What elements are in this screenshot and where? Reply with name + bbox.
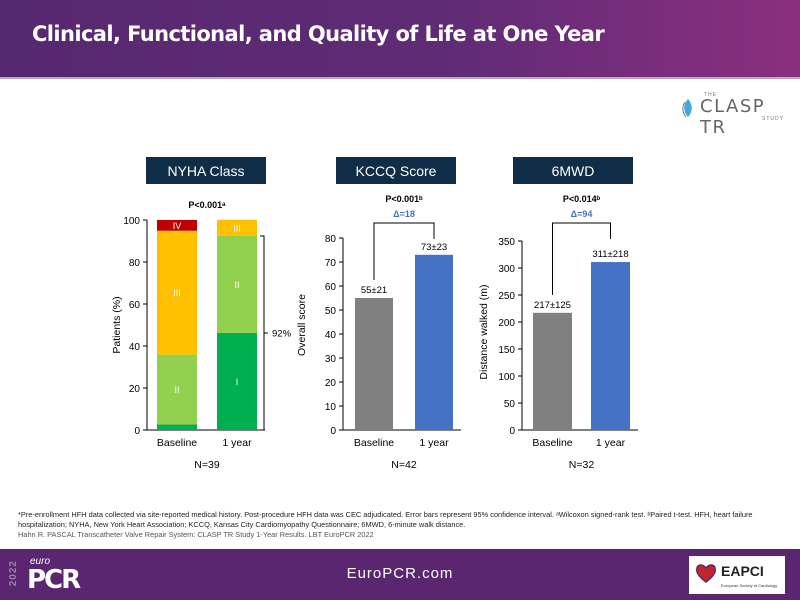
segment-label: II (174, 385, 179, 395)
x-tick-label: 1 year (419, 437, 449, 449)
n-label: N=32 (569, 459, 595, 471)
y-tick-label: 250 (498, 291, 515, 302)
p-value: P<0.001ᵇ (385, 194, 423, 204)
data-label: 217±125 (534, 300, 571, 311)
clasp-the: THE (704, 92, 717, 98)
significance-bracket (552, 222, 611, 295)
bar-segment-III (157, 230, 197, 355)
heart-icon (696, 564, 716, 583)
x-tick-label: 1 year (222, 437, 252, 449)
bar-baseline (533, 312, 572, 430)
y-tick-label: 60 (129, 300, 141, 311)
footnote-text: *Pre-enrollment HFH data collected via s… (18, 510, 753, 529)
slide-title: Clinical, Functional, and Quality of Lif… (32, 22, 605, 46)
significance-bracket (373, 222, 435, 280)
y-tick-label: 100 (123, 216, 140, 227)
segment-label: III (173, 288, 181, 298)
segment-label: II (234, 280, 239, 290)
y-tick-label: 0 (330, 426, 336, 437)
segment-label: I (236, 377, 239, 387)
bar-segment-I (217, 332, 257, 430)
y-tick-label: 10 (325, 402, 337, 413)
n-label: N=39 (194, 459, 220, 471)
delta-label: Δ=94 (571, 209, 593, 219)
y-axis-label: Patients (%) (111, 296, 123, 353)
eapci-logo: EAPCI European Society of Cardiology (689, 556, 785, 594)
y-tick-label: 20 (129, 384, 141, 395)
eapci-name: EAPCI (721, 563, 764, 579)
x-tick-label: Baseline (354, 437, 394, 449)
delta-label: Δ=18 (393, 209, 415, 219)
p-value: P<0.014ᵇ (563, 194, 601, 204)
y-tick-label: 200 (498, 318, 515, 329)
x-tick-label: Baseline (532, 437, 572, 449)
segment-label: IV (173, 221, 182, 231)
y-tick-label: 20 (325, 378, 337, 389)
europcr-euro: euro (30, 556, 51, 567)
y-tick-label: 0 (509, 426, 515, 437)
data-label: 73±23 (421, 242, 447, 253)
y-tick-label: 100 (498, 372, 515, 383)
bracket-annotation: 92% (272, 328, 292, 339)
y-tick-label: 80 (129, 258, 141, 269)
x-tick-label: Baseline (157, 437, 197, 449)
bar-segment-II (157, 354, 197, 425)
y-tick-label: 80 (325, 234, 337, 245)
europcr-logo: PCR (27, 565, 81, 595)
slide-footer (0, 549, 800, 600)
slide-header: Clinical, Functional, and Quality of Lif… (0, 0, 800, 79)
y-tick-label: 0 (134, 426, 140, 437)
y-tick-label: 300 (498, 264, 515, 275)
y-tick-label: 60 (325, 282, 337, 293)
y-tick-label: 150 (498, 345, 515, 356)
y-tick-label: 50 (325, 306, 337, 317)
y-tick-label: 70 (325, 258, 337, 269)
data-label: 311±218 (592, 249, 628, 260)
bar-segment-I (157, 424, 197, 430)
bar-1-year (415, 254, 453, 430)
segment-label: III (233, 223, 241, 233)
clasp-tr-logo: THE CLASP TR STUDY (680, 92, 790, 138)
bracket (260, 235, 268, 431)
y-tick-label: 50 (504, 399, 516, 410)
x-tick-label: 1 year (596, 437, 626, 449)
y-tick-label: 30 (325, 354, 337, 365)
bar-segment-III (217, 219, 257, 236)
bar-1-year (591, 262, 630, 430)
y-tick-label: 40 (325, 330, 337, 341)
6mwd-panel-title: 6MWD (513, 157, 633, 184)
y-axis-label: Distance walked (m) (478, 284, 490, 379)
n-label: N=42 (391, 459, 417, 471)
y-tick-label: 40 (129, 342, 141, 353)
clasp-study: STUDY (762, 116, 784, 122)
eapci-subtitle: European Society of Cardiology (721, 583, 778, 588)
nyha-panel-title: NYHA Class (146, 157, 266, 184)
bar-baseline (355, 298, 393, 430)
y-tick-label: 350 (498, 237, 515, 248)
data-label: 55±21 (361, 285, 387, 296)
clasp-leaf-icon (682, 99, 692, 118)
p-value: P<0.001ᵃ (188, 200, 226, 210)
clasp-main: CLASP TR (700, 96, 766, 138)
footnotes: *Pre-enrollment HFH data collected via s… (18, 510, 788, 540)
y-axis-label: Overall score (296, 294, 308, 356)
europcr-url[interactable]: EuroPCR.com (346, 565, 454, 582)
citation: Hahn R. PASCAL Transcatheter Valve Repai… (18, 530, 374, 539)
kccq-panel-title: KCCQ Score (336, 157, 456, 184)
bar-segment-II (217, 235, 257, 333)
bar-segment-IV (157, 220, 197, 231)
